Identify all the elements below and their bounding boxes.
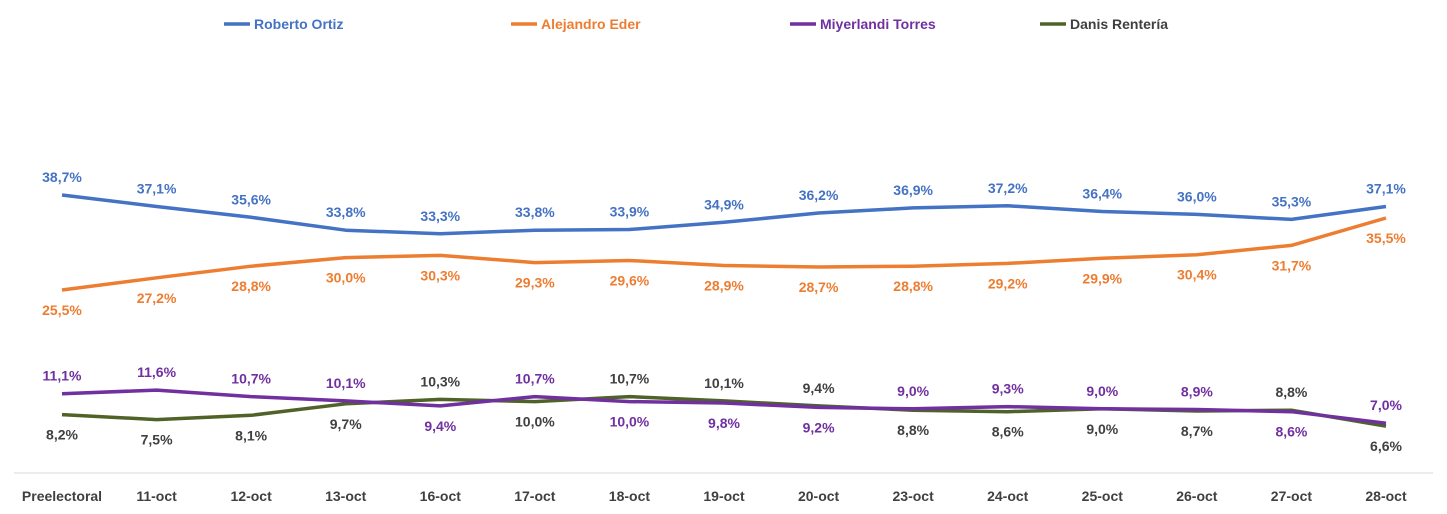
data-label: 8,2% bbox=[46, 427, 78, 443]
data-label: 9,4% bbox=[424, 418, 456, 434]
data-label: 28,9% bbox=[704, 278, 744, 294]
legend-label: Roberto Ortiz bbox=[254, 16, 343, 32]
data-label: 9,7% bbox=[330, 416, 362, 432]
data-label: 37,1% bbox=[1366, 180, 1406, 196]
data-label: 10,7% bbox=[515, 371, 555, 387]
x-tick-label: 12-oct bbox=[231, 488, 273, 504]
data-label: 27,2% bbox=[137, 290, 177, 306]
data-label: 29,6% bbox=[610, 272, 650, 288]
data-label: 8,6% bbox=[1275, 424, 1307, 440]
data-label: 35,3% bbox=[1272, 193, 1312, 209]
data-label: 6,6% bbox=[1370, 438, 1402, 454]
x-tick-label: 19-oct bbox=[703, 488, 745, 504]
data-label: 29,9% bbox=[1082, 270, 1122, 286]
series-line-1 bbox=[61, 216, 1387, 292]
data-label: 9,0% bbox=[897, 383, 929, 399]
legend-item: Roberto Ortiz bbox=[224, 16, 343, 32]
data-label: 36,0% bbox=[1177, 188, 1217, 204]
data-label: 7,5% bbox=[141, 432, 173, 448]
data-label: 37,1% bbox=[137, 180, 177, 196]
data-label: 28,8% bbox=[893, 278, 933, 294]
data-label: 29,2% bbox=[988, 275, 1028, 291]
data-label: 10,0% bbox=[515, 414, 555, 430]
data-label: 28,7% bbox=[799, 279, 839, 295]
series-lines bbox=[61, 193, 1387, 428]
data-label: 9,4% bbox=[803, 380, 835, 396]
data-label: 29,3% bbox=[515, 275, 555, 291]
data-label: 30,0% bbox=[326, 270, 366, 286]
x-tick-labels: Preelectoral 11-oct 12-oct 13-oct 16-oct 17-o… bbox=[22, 488, 1407, 504]
data-label: 31,7% bbox=[1272, 257, 1312, 273]
x-tick-label: 28-oct bbox=[1365, 488, 1407, 504]
legend-item: Alejandro Eder bbox=[511, 16, 641, 32]
data-label: 10,1% bbox=[704, 375, 744, 391]
data-label: 30,4% bbox=[1177, 267, 1217, 283]
data-label: 35,6% bbox=[231, 191, 271, 207]
data-label: 25,5% bbox=[42, 302, 82, 318]
data-label: 33,3% bbox=[420, 208, 460, 224]
data-label: 33,9% bbox=[610, 204, 650, 220]
legend-label: Danis Rentería bbox=[1070, 16, 1168, 32]
x-tick-label: 23-oct bbox=[893, 488, 935, 504]
data-label: 7,0% bbox=[1370, 397, 1402, 413]
x-tick-label: 26-oct bbox=[1176, 488, 1218, 504]
data-label: 10,3% bbox=[420, 373, 460, 389]
data-label: 10,1% bbox=[326, 375, 366, 391]
data-label: 9,2% bbox=[803, 419, 835, 435]
data-label: 8,7% bbox=[1181, 423, 1213, 439]
data-label: 10,7% bbox=[610, 371, 650, 387]
data-label: 10,7% bbox=[231, 371, 271, 387]
data-label: 36,2% bbox=[799, 187, 839, 203]
legend-label: Miyerlandi Torres bbox=[820, 16, 936, 32]
data-label: 34,9% bbox=[704, 196, 744, 212]
data-label: 9,3% bbox=[992, 381, 1024, 397]
legend-item: Danis Rentería bbox=[1040, 16, 1168, 32]
data-label: 36,4% bbox=[1082, 186, 1122, 202]
data-label: 36,9% bbox=[893, 182, 933, 198]
x-tick-label: 16-oct bbox=[420, 488, 462, 504]
legend-item: Miyerlandi Torres bbox=[790, 16, 936, 32]
x-tick-label: 18-oct bbox=[609, 488, 651, 504]
series-line-0 bbox=[61, 193, 1387, 236]
data-label: 9,8% bbox=[708, 415, 740, 431]
data-label: 38,7% bbox=[42, 169, 82, 185]
x-tick-label: 27-oct bbox=[1271, 488, 1313, 504]
data-label: 8,9% bbox=[1181, 384, 1213, 400]
x-tick-label: 24-oct bbox=[987, 488, 1029, 504]
data-label: 11,1% bbox=[43, 368, 82, 384]
legend: Roberto Ortiz Alejandro Eder Miyerlandi To… bbox=[224, 16, 1168, 32]
data-label: 35,5% bbox=[1366, 230, 1406, 246]
legend-label: Alejandro Eder bbox=[541, 16, 641, 32]
x-tick-label: Preelectoral bbox=[22, 488, 102, 504]
data-label: 10,0% bbox=[610, 414, 650, 430]
data-label: 8,8% bbox=[1275, 384, 1307, 400]
x-tick-label: 11-oct bbox=[136, 488, 177, 504]
data-label: 9,0% bbox=[1086, 421, 1118, 437]
data-label: 8,8% bbox=[897, 422, 929, 438]
data-label: 33,8% bbox=[515, 204, 555, 220]
data-labels: 38,7% 37,1% 35,6% 33,8% 33,3% 33,8% 33,9% 34,9%… bbox=[42, 169, 1406, 454]
data-label: 28,8% bbox=[231, 278, 271, 294]
x-tick-label: 25-oct bbox=[1082, 488, 1124, 504]
data-label: 11,6% bbox=[137, 364, 176, 380]
x-tick-label: 13-oct bbox=[325, 488, 367, 504]
data-label: 30,3% bbox=[420, 267, 460, 283]
data-label: 37,2% bbox=[988, 180, 1028, 196]
series-line-2 bbox=[61, 388, 1387, 425]
data-label: 9,0% bbox=[1086, 383, 1118, 399]
x-tick-label: 17-oct bbox=[514, 488, 556, 504]
data-label: 8,6% bbox=[992, 424, 1024, 440]
data-label: 33,8% bbox=[326, 204, 366, 220]
data-label: 8,1% bbox=[235, 427, 267, 443]
x-tick-label: 20-oct bbox=[798, 488, 840, 504]
